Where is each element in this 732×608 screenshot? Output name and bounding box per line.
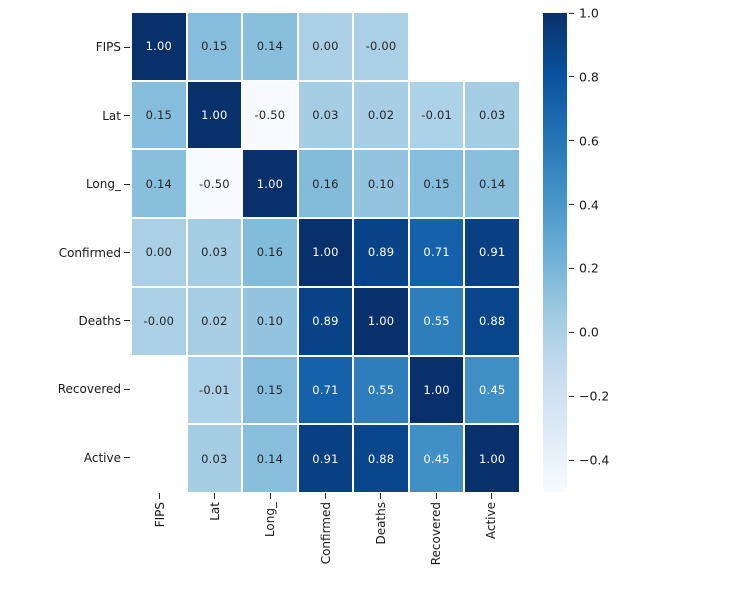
heatmap-cell [132,357,186,424]
x-tick-label: FIPS [152,502,167,528]
heatmap-cell: -0.01 [187,356,242,424]
y-tick-label: Recovered [57,382,121,397]
heatmap-cell: 0.00 [298,13,353,80]
heatmap-cell: -0.00 [132,287,186,355]
y-tick-label: Confirmed [58,245,121,260]
colorbar-tick-mark [569,395,574,397]
heatmap-cell: 0.55 [354,356,408,424]
heatmap-cell: 0.16 [298,150,353,218]
y-tick-label: Long_ [85,177,121,192]
x-tick-label: Long_ [263,502,278,538]
x-tick-label: Lat [207,502,222,521]
heatmap-cell [132,425,186,492]
colorbar-tick-label: 0.2 [579,260,599,276]
colorbar-tick-label: 0.4 [579,197,599,213]
y-tick-mark [124,183,130,185]
heatmap-cell: 0.14 [465,150,519,218]
heatmap-cell: 0.03 [187,425,242,492]
y-tick-mark [124,457,130,459]
heatmap-cell: 0.03 [298,81,353,149]
x-tick-label: Active [484,502,499,540]
heatmap-cell: 0.15 [409,150,464,218]
heatmap-cell: 0.10 [354,150,408,218]
heatmap-cell: 0.14 [132,150,186,218]
heatmap-cell: 1.00 [298,219,353,286]
heatmap-cell: 0.45 [465,356,519,424]
colorbar [543,13,567,492]
heatmap-cell: 0.16 [243,219,297,286]
y-tick-mark [124,46,130,48]
y-tick-mark [124,252,130,253]
colorbar-tick-label: 1.0 [579,5,599,21]
colorbar-tick-label: 0.0 [579,324,599,340]
heatmap-cell: -0.00 [354,13,408,80]
heatmap-cell: 0.91 [465,219,519,286]
heatmap-cell: 1.00 [465,425,519,492]
heatmap-cell: -0.50 [243,81,297,149]
y-tick-label: Lat [102,108,121,123]
x-tick-mark [214,493,216,499]
heatmap-cell [410,13,464,80]
heatmap-cell: -0.01 [409,81,464,149]
heatmap-cell: 0.00 [132,219,186,286]
colorbar-tick-label: 0.8 [579,69,599,85]
colorbar-tick-mark [569,267,574,269]
heatmap-cell: 0.10 [243,287,297,355]
heatmap-cell: 0.03 [465,81,519,149]
heatmap-cell: -0.50 [187,150,242,218]
colorbar-tick-label: 0.6 [579,133,599,149]
y-tick-mark [124,115,130,117]
x-tick-mark [159,493,161,499]
x-tick-mark [325,493,326,499]
heatmap-cell: 1.00 [354,287,408,355]
colorbar-tick-mark [569,12,574,14]
heatmap-cell: 0.71 [298,356,353,424]
x-tick-label: Recovered [429,502,444,566]
y-tick-mark [124,320,130,322]
heatmap-cell: 1.00 [187,81,242,149]
colorbar-tick-mark [569,459,574,461]
heatmap-cell: 0.88 [354,425,408,492]
heatmap-cell: 0.02 [187,287,242,355]
heatmap-cell: 0.14 [243,425,297,492]
heatmap-cell: 0.15 [132,81,186,149]
heatmap-cell: 0.88 [465,287,519,355]
x-tick-mark [269,493,271,499]
heatmap-cell: 0.14 [243,13,297,80]
heatmap-cell: 1.00 [409,356,464,424]
heatmap-cell: 0.45 [409,425,464,492]
x-tick-label: Confirmed [318,502,333,565]
heatmap-cell: 0.15 [243,356,297,424]
colorbar-tick-label: −0.4 [579,452,610,468]
heatmap-cell: 0.89 [298,287,353,355]
x-tick-mark [490,493,492,499]
heatmap-grid: 1.00 0.15 0.14 0.00 -0.00 0.15 1.00 -0.50 0.03 0.… [132,13,519,492]
heatmap-cell: 0.03 [187,219,242,286]
heatmap-cell: 0.55 [409,287,464,355]
y-tick-label: Deaths [78,313,121,328]
colorbar-tick-mark [569,140,574,142]
colorbar-tick-mark [569,331,574,333]
heatmap-cell: 0.15 [187,13,242,80]
heatmap-cell: 0.71 [409,219,464,286]
colorbar-tick-mark [569,76,574,78]
x-tick-mark [435,493,437,499]
x-tick-mark [380,493,382,499]
colorbar-tick-label: −0.2 [579,388,610,404]
colorbar-tick-mark [569,204,574,206]
x-tick-label: Deaths [373,502,388,545]
heatmap-cell: 0.89 [354,219,408,286]
y-tick-label: FIPS [95,40,121,55]
y-tick-mark [124,388,130,390]
heatmap-cell: 1.00 [243,150,297,218]
heatmap-cell: 0.02 [354,81,408,149]
heatmap-cell: 0.91 [298,425,353,492]
heatmap-cell: 1.00 [132,13,186,80]
y-tick-label: Active [83,450,121,465]
heatmap-cell [465,13,519,80]
